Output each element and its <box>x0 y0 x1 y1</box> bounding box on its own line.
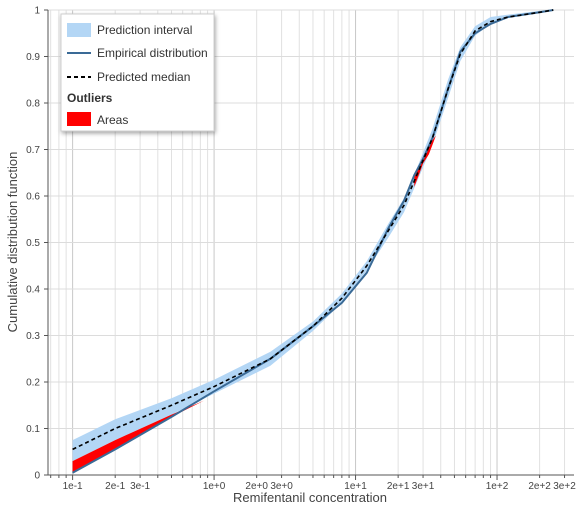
y-tick-label: 0.9 <box>26 52 40 63</box>
y-tick-label: 0.6 <box>26 192 40 203</box>
x-tick-label: 1e-1 <box>63 481 83 492</box>
predicted-median-line <box>72 9 554 451</box>
axes <box>44 9 574 480</box>
y-tick-label: 0.1 <box>26 424 40 435</box>
x-tick-label: 1e+2 <box>486 481 509 492</box>
y-tick-label: 0.4 <box>26 285 40 296</box>
x-tick-label: 3e+1 <box>412 481 435 492</box>
x-tick-label: 2e+0 <box>245 481 268 492</box>
y-tick-label: 0.2 <box>26 378 40 389</box>
empirical-distribution-line <box>72 9 554 474</box>
legend-prediction-interval-label: Prediction interval <box>97 23 192 37</box>
series-lines-layer <box>72 9 554 474</box>
outlier-area <box>414 135 436 187</box>
y-tick-label: 1 <box>34 6 40 17</box>
y-tick-label: 0.5 <box>26 238 40 249</box>
tick-labels: 0 0.1 0.2 0.3 0.4 0.5 0.6 0.7 0.8 0.9 1 1e-1 2e-1 3e-… <box>26 6 576 493</box>
x-axis-title: Remifentanil concentration <box>233 490 387 505</box>
legend-prediction-interval-swatch <box>67 23 91 37</box>
x-tick-label: 2e+2 <box>528 481 551 492</box>
y-axis-title: Cumulative distribution function <box>5 152 20 333</box>
legend-areas-swatch <box>67 112 91 126</box>
legend: Prediction interval Empirical distributi… <box>60 13 215 132</box>
x-tick-label: 3e+0 <box>270 481 293 492</box>
x-tick-label: 3e-1 <box>130 481 150 492</box>
legend-empirical-label: Empirical distribution <box>97 46 208 60</box>
x-tick-label: 3e+2 <box>553 481 576 492</box>
legend-areas-label: Areas <box>97 113 128 127</box>
y-tick-label: 0.8 <box>26 99 40 110</box>
y-tick-label: 0.3 <box>26 331 40 342</box>
x-tick-label: 2e-1 <box>105 481 125 492</box>
y-tick-label: 0.7 <box>26 145 40 156</box>
x-tick-label: 2e+1 <box>387 481 410 492</box>
legend-median-label: Predicted median <box>97 70 190 84</box>
legend-outliers-heading: Outliers <box>67 91 113 105</box>
y-tick-label: 0 <box>34 471 40 482</box>
x-tick-label: 1e+1 <box>344 481 367 492</box>
x-tick-label: 1e+0 <box>203 481 226 492</box>
